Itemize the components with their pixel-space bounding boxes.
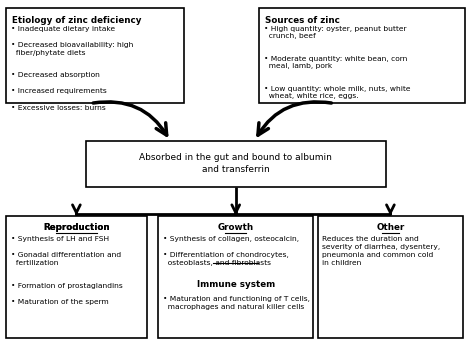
Text: Absorbed in the gut and bound to albumin
and transferrin: Absorbed in the gut and bound to albumin… xyxy=(139,153,332,174)
Text: • Differentiation of chondrocytes,
  osteoblasts, and fibroblasts: • Differentiation of chondrocytes, osteo… xyxy=(163,252,289,266)
Text: Reproduction: Reproduction xyxy=(43,223,109,232)
Text: • Inadequate dietary intake: • Inadequate dietary intake xyxy=(11,26,115,32)
Text: • Maturation and functioning of T cells,
  macrophages and natural killer cells: • Maturation and functioning of T cells,… xyxy=(163,296,310,309)
Text: • High quantity: oyster, peanut butter
  crunch, beef: • High quantity: oyster, peanut butter c… xyxy=(264,26,406,39)
Text: • Excessive losses: burns: • Excessive losses: burns xyxy=(11,105,106,111)
Text: Reproduction: Reproduction xyxy=(43,223,109,232)
Text: Growth: Growth xyxy=(218,223,254,232)
Text: Other: Other xyxy=(376,223,404,232)
FancyBboxPatch shape xyxy=(318,216,463,338)
FancyBboxPatch shape xyxy=(158,216,313,338)
Text: • Low quantity: whole milk, nuts, white
  wheat, white rice, eggs.: • Low quantity: whole milk, nuts, white … xyxy=(264,86,410,99)
FancyBboxPatch shape xyxy=(6,216,146,338)
Text: • Gonadal differentiation and
  fertilization: • Gonadal differentiation and fertilizat… xyxy=(11,252,121,266)
Text: • Synthesis of LH and FSH: • Synthesis of LH and FSH xyxy=(11,236,109,242)
Text: Sources of zinc: Sources of zinc xyxy=(265,16,340,25)
Text: Etiology of zinc deficiency: Etiology of zinc deficiency xyxy=(12,16,141,25)
Text: Reduces the duration and
severity of diarrhea, dysentery,
pneumonia and common c: Reduces the duration and severity of dia… xyxy=(322,236,441,266)
Text: • Synthesis of collagen, osteocalcin,: • Synthesis of collagen, osteocalcin, xyxy=(163,236,299,242)
Text: • Moderate quantity: white bean, corn
  meal, lamb, pork: • Moderate quantity: white bean, corn me… xyxy=(264,56,407,69)
Text: • Decreased absorption: • Decreased absorption xyxy=(11,72,100,78)
Text: Immune system: Immune system xyxy=(197,280,275,289)
Text: • Increased requirements: • Increased requirements xyxy=(11,88,107,94)
Text: • Maturation of the sperm: • Maturation of the sperm xyxy=(11,299,109,305)
FancyBboxPatch shape xyxy=(6,8,184,104)
FancyBboxPatch shape xyxy=(259,8,465,104)
Text: • Formation of prostaglandins: • Formation of prostaglandins xyxy=(11,283,122,289)
Text: • Decreased bioavailability: high
  fiber/phytate diets: • Decreased bioavailability: high fiber/… xyxy=(11,42,133,56)
FancyBboxPatch shape xyxy=(86,141,386,187)
